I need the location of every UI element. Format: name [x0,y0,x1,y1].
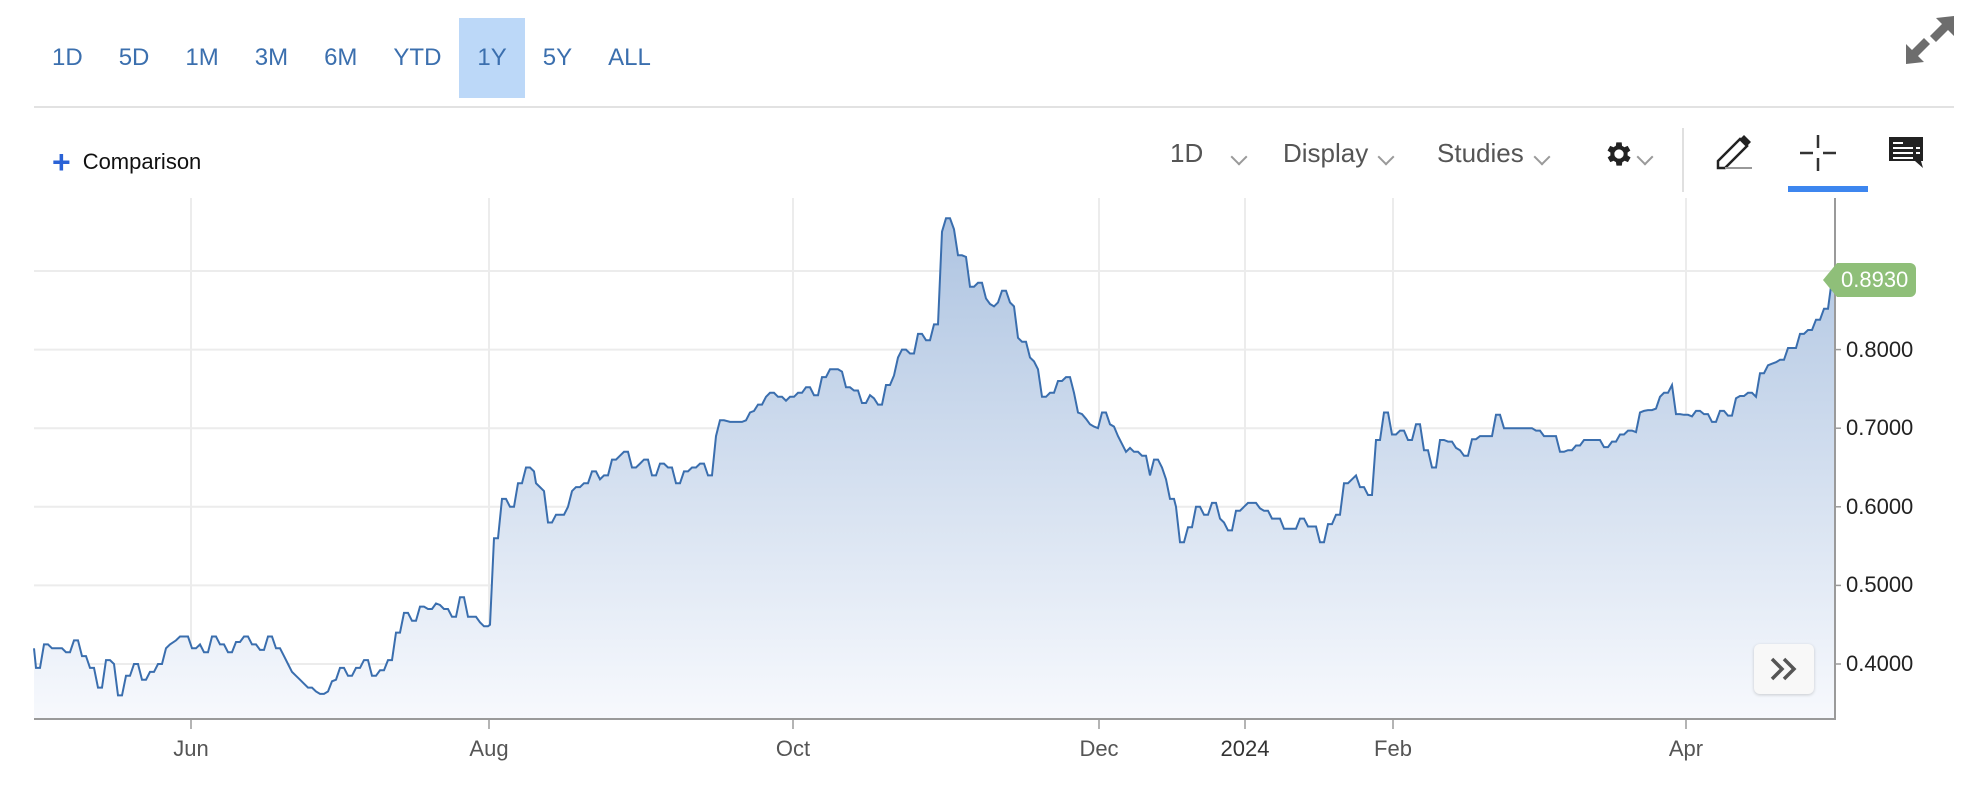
double-chevron-right-icon [1770,657,1797,681]
y-tick-label: 0.7000 [1846,415,1914,441]
active-tool-indicator [1788,186,1868,192]
plus-icon: + [52,144,71,180]
expand-arrows-icon[interactable] [1904,14,1956,66]
comparison-button[interactable]: + Comparison [52,146,201,178]
x-tick-label: Feb [1374,736,1412,761]
x-tick-label: Dec [1079,736,1119,761]
y-tick-label: 0.6000 [1846,493,1914,519]
scroll-to-latest-button[interactable] [1754,644,1814,694]
comment-icon [1889,137,1923,168]
studies-label: Studies [1437,138,1524,168]
current-price-value: 0.8930 [1837,262,1917,297]
range-1d-button[interactable]: 1D [52,44,83,71]
range-divider [34,106,1954,108]
comparison-label: Comparison [82,149,202,174]
settings-dropdown[interactable] [1603,138,1654,170]
comments-button[interactable] [1876,128,1936,178]
interval-dropdown[interactable]: 1D [1170,138,1248,169]
interval-label: 1D [1170,138,1204,168]
pencil-icon [1716,135,1752,170]
price-area [34,218,1836,720]
gear-icon [1607,142,1631,166]
range-1y-button[interactable]: 1Y [459,18,525,98]
x-tick-label: Apr [1668,736,1704,761]
x-tick-label: Jun [173,736,209,761]
range-3m-button[interactable]: 3M [254,44,289,71]
range-5d-button[interactable]: 5D [118,44,150,71]
x-tick-label: Aug [469,736,509,761]
range-all-button[interactable]: ALL [608,44,651,71]
toolbar-separator [1682,128,1684,192]
range-1m-button[interactable]: 1M [185,44,219,71]
range-6m-button[interactable]: 6M [324,44,358,71]
display-label: Display [1283,138,1369,168]
crosshair-tool-button[interactable] [1788,128,1848,178]
current-price-tag: 0.8930 [1823,262,1917,297]
x-tick-label: Oct [775,736,811,761]
y-tick-label: 0.4000 [1846,651,1914,676]
price-tag-pointer [1823,262,1837,297]
range-selector: 1D 5D 1M 3M 6M YTD 1Y 5Y ALL [34,18,669,98]
range-5y-button[interactable]: 5Y [542,44,573,71]
x-tick-label: 2024 [1220,736,1270,761]
chart-toolbar: + Comparison 1D Display Studies [0,120,1972,200]
y-tick-label: 0.8000 [1846,336,1914,362]
draw-tool-button[interactable] [1704,128,1764,178]
crosshair-icon [1800,135,1836,171]
price-line [33,217,1837,697]
y-tick-label: 0.5000 [1846,572,1914,598]
studies-dropdown[interactable]: Studies [1437,138,1551,169]
range-ytd-button[interactable]: YTD [393,44,442,71]
display-dropdown[interactable]: Display [1283,138,1395,169]
